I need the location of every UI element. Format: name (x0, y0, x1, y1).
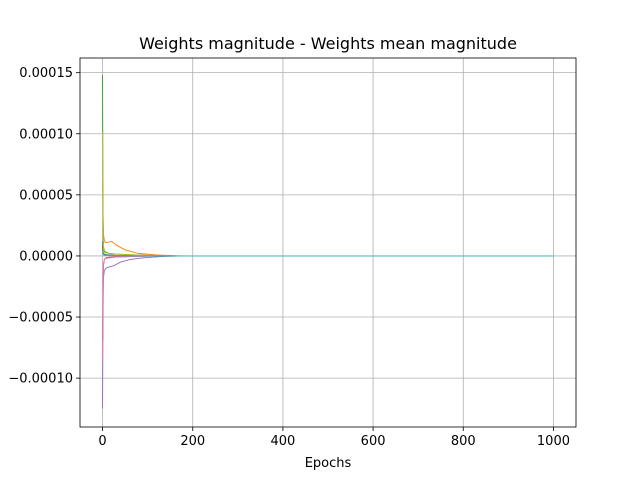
series-line-10 (102, 250, 554, 257)
axes-frame (79, 57, 577, 428)
x-tick-label: 0 (98, 434, 106, 449)
x-tick-label: 400 (270, 434, 295, 449)
chart-title: Weights magnitude - Weights mean magnitu… (139, 34, 517, 53)
y-tick-label: 0.00015 (19, 66, 73, 81)
y-tick-label: 0.00005 (19, 188, 73, 203)
x-axis-label: Epochs (305, 456, 352, 471)
y-tick-label: 0.00000 (19, 249, 73, 264)
series-lines (102, 75, 554, 409)
x-tick-label: 600 (361, 434, 386, 449)
y-tick-label: −0.00005 (8, 311, 73, 326)
y-tick-label: 0.00010 (19, 127, 73, 142)
x-tick-label: 1000 (537, 434, 570, 449)
axis-ticks: 0 200 400 600 800 1000 −0.00010 −0.00005 0.00000… (8, 66, 570, 449)
y-tick-label: −0.00010 (8, 372, 73, 387)
x-tick-label: 200 (180, 434, 205, 449)
x-tick-label: 800 (451, 434, 476, 449)
